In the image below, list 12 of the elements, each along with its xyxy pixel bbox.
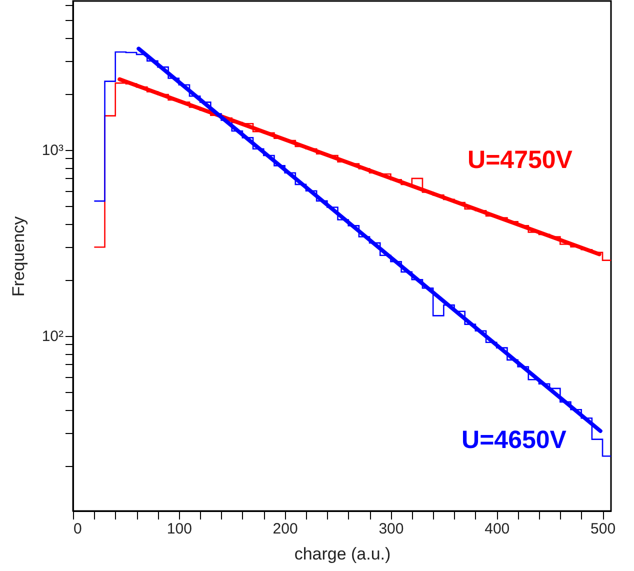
x-tick-label: 100 xyxy=(166,520,192,538)
x-tick-label: 500 xyxy=(590,520,616,538)
x-tick-label: 300 xyxy=(378,520,404,538)
y-tick-label: 10³ xyxy=(42,142,64,160)
x-tick-label: 200 xyxy=(272,520,298,538)
series-label: U=4750V xyxy=(468,146,573,174)
y-axis-title: Frequency xyxy=(8,216,28,297)
x-tick-label: 0 xyxy=(74,520,82,538)
x-tick-label: 400 xyxy=(484,520,510,538)
x-axis-title: charge (a.u.) xyxy=(294,544,391,564)
series-label: U=4650V xyxy=(462,426,567,454)
y-tick-label: 10² xyxy=(42,328,64,346)
